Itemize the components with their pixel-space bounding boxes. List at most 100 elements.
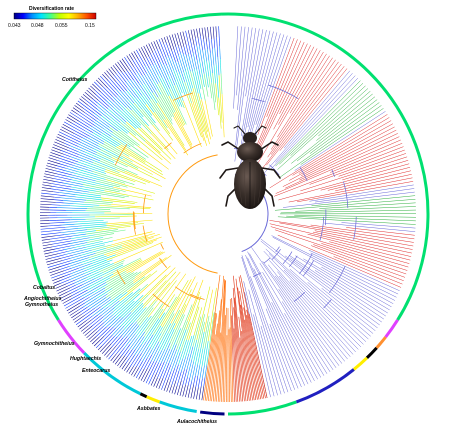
branch [203, 73, 209, 97]
branch [121, 276, 145, 295]
branch [222, 315, 226, 402]
branch [57, 160, 62, 162]
branch [124, 72, 131, 80]
branch [76, 131, 88, 138]
branch [277, 88, 369, 170]
branch [90, 85, 96, 91]
branch [78, 129, 90, 137]
branch [166, 381, 171, 392]
branch [174, 385, 178, 395]
branch [220, 73, 223, 95]
branch [119, 347, 125, 355]
branch [65, 195, 77, 198]
branch [53, 191, 60, 193]
branch [308, 249, 400, 291]
branch [124, 91, 135, 104]
branch [40, 201, 56, 203]
branch [46, 257, 62, 263]
branch [131, 52, 136, 60]
branch [65, 119, 72, 124]
branch [228, 329, 230, 402]
branch [191, 56, 195, 69]
branch [143, 369, 151, 383]
branch [93, 148, 112, 158]
branch [167, 47, 172, 58]
internal-arc [263, 257, 271, 264]
branch [107, 272, 127, 285]
branch [79, 286, 90, 292]
branch [61, 126, 75, 134]
branch [246, 309, 265, 399]
branch [202, 50, 205, 60]
branch [104, 190, 154, 201]
branch [133, 361, 137, 367]
branch [154, 50, 158, 56]
branch [129, 338, 138, 350]
branch [248, 289, 278, 396]
ring-segment [384, 319, 399, 339]
ring-segment [57, 319, 76, 344]
branch [175, 370, 180, 382]
branch [265, 308, 299, 389]
branch [82, 325, 93, 334]
branch [91, 314, 98, 321]
branch [120, 144, 163, 172]
branch [104, 170, 136, 183]
branch [113, 317, 124, 328]
branch [163, 64, 169, 76]
branch [58, 157, 68, 162]
branch [169, 313, 184, 344]
branch [186, 93, 202, 138]
branch [116, 346, 122, 354]
branch [70, 145, 85, 153]
branch [60, 177, 72, 180]
branch [247, 30, 271, 128]
branch [118, 145, 146, 163]
branch [109, 106, 127, 123]
branch [59, 292, 71, 299]
branch [194, 35, 196, 39]
branch [152, 124, 178, 155]
branch [132, 331, 146, 350]
branch [156, 362, 162, 374]
branch [314, 230, 413, 250]
branch [65, 228, 79, 230]
branch [76, 289, 88, 297]
branch [243, 281, 271, 398]
branch [93, 290, 106, 298]
branch [226, 335, 228, 402]
branch [65, 157, 79, 163]
branch [166, 57, 171, 67]
branch [104, 272, 131, 289]
branch [51, 256, 57, 259]
branch [134, 344, 142, 356]
branch [51, 183, 59, 185]
branch [194, 348, 199, 366]
branch [65, 297, 85, 309]
branch [70, 139, 78, 144]
branch [104, 272, 134, 291]
branch [268, 253, 364, 345]
branch [61, 258, 71, 261]
branch [124, 361, 131, 371]
branch [129, 355, 135, 363]
branch [81, 248, 107, 256]
branch [114, 355, 122, 365]
branch [57, 226, 66, 229]
branch [274, 146, 404, 197]
legend-title: Diversification rate [29, 6, 74, 12]
branch [157, 373, 160, 378]
branch [183, 53, 188, 67]
branch [94, 110, 102, 116]
branch [96, 332, 101, 337]
branch [277, 271, 351, 357]
branch [82, 184, 120, 193]
branch [124, 284, 148, 305]
branch [288, 177, 413, 203]
branch [122, 300, 140, 318]
branch [212, 48, 215, 66]
branch [41, 189, 54, 193]
branch [204, 100, 213, 137]
branch [75, 280, 86, 286]
branch [346, 227, 415, 236]
